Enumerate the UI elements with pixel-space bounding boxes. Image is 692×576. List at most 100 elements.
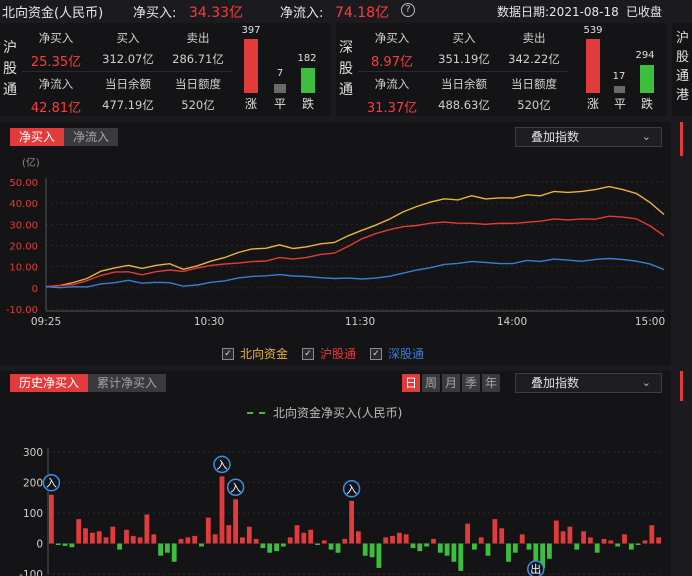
marker-label: 入 bbox=[230, 481, 241, 494]
sz-sell: 卖出 342.22亿 bbox=[508, 31, 560, 66]
bar bbox=[656, 537, 661, 544]
sz-connect-panel: 深 股 通 净买入 8.97亿 买入 351.19亿 卖出 342.22亿 净流… bbox=[336, 23, 666, 116]
bar bbox=[192, 535, 198, 544]
period-quarter[interactable]: 季 bbox=[462, 374, 480, 392]
checkbox-icon[interactable]: ✓ bbox=[302, 347, 315, 360]
tab-cumulative-net-buy[interactable]: 累计净买入 bbox=[88, 374, 167, 392]
bar bbox=[281, 543, 286, 547]
tab-net-inflow[interactable]: 净流入 bbox=[64, 128, 119, 146]
bar bbox=[376, 543, 382, 568]
bar bbox=[246, 526, 252, 544]
bar bbox=[158, 543, 163, 556]
bar bbox=[110, 526, 116, 544]
bar bbox=[397, 532, 402, 544]
bar bbox=[212, 534, 218, 544]
marker-label: 出 bbox=[530, 562, 541, 576]
bar bbox=[424, 543, 429, 547]
bar bbox=[628, 543, 634, 550]
sh-buy: 买入 312.07亿 bbox=[102, 31, 154, 66]
history-tabs: 历史净买入 累计净买入 bbox=[10, 374, 167, 392]
y-tick-label: 40.00 bbox=[9, 199, 38, 210]
history-overlay-index-select[interactable]: 叠加指数 ⌄ bbox=[515, 373, 662, 393]
sz-breadth: 539 17 294 涨 平 跌 bbox=[574, 23, 664, 116]
bar bbox=[83, 528, 88, 544]
tab-net-buy[interactable]: 净买入 bbox=[10, 128, 65, 146]
bar bbox=[417, 543, 423, 552]
sz-quota: 当日额度 520亿 bbox=[511, 77, 557, 112]
bar bbox=[383, 537, 389, 544]
y-tick-label: 20.00 bbox=[9, 242, 38, 253]
flat-count: 17 bbox=[612, 71, 626, 82]
bar bbox=[547, 543, 552, 559]
bar bbox=[76, 519, 82, 544]
sh-quota: 当日额度 520亿 bbox=[175, 77, 221, 112]
buy-signal-marker: 入 bbox=[213, 455, 231, 474]
y-tick-label: 0 bbox=[36, 539, 43, 551]
bar bbox=[458, 543, 464, 571]
sz-balance: 当日余额 488.63亿 bbox=[438, 77, 490, 112]
y-tick-label: 10.00 bbox=[9, 263, 38, 274]
bar bbox=[553, 520, 559, 544]
bar bbox=[55, 543, 61, 545]
bar bbox=[506, 543, 511, 562]
intraday-chart-panel: 净买入 净流入 叠加指数 ⌄ (亿) 50.00 40.00 30.00 20.00 10… bbox=[0, 122, 671, 365]
bar bbox=[253, 538, 259, 544]
marker-label: 入 bbox=[46, 477, 57, 490]
bar bbox=[519, 534, 525, 544]
bar bbox=[205, 517, 211, 544]
checkbox-icon[interactable]: ✓ bbox=[370, 347, 383, 360]
checkbox-icon[interactable]: ✓ bbox=[222, 347, 234, 360]
flat-label: 平 bbox=[273, 97, 286, 111]
buy-signal-marker: 入 bbox=[42, 473, 61, 492]
y-tick-label: 50.00 bbox=[9, 178, 38, 189]
net-buy-label: 净买入: bbox=[133, 6, 177, 21]
sh-net-inflow: 净流入 42.81亿 bbox=[30, 77, 82, 116]
bar bbox=[615, 543, 621, 547]
bar bbox=[526, 543, 532, 550]
up-label: 涨 bbox=[244, 97, 257, 111]
marker-circle bbox=[42, 473, 61, 492]
divider bbox=[22, 71, 232, 72]
bar bbox=[144, 514, 150, 544]
help-icon[interactable]: ? bbox=[401, 3, 415, 17]
marker-label: 入 bbox=[216, 458, 227, 471]
marker-circle bbox=[527, 560, 545, 576]
sz-connect-label: 深 股 通 bbox=[336, 23, 356, 116]
series-line bbox=[45, 257, 665, 289]
scroll-indicator[interactable] bbox=[680, 122, 683, 156]
sz-buy: 买入 351.19亿 bbox=[438, 31, 490, 66]
market-status: 已收盘 bbox=[626, 5, 663, 19]
scroll-indicator[interactable] bbox=[680, 371, 683, 401]
data-date: 数据日期:2021-08-18 bbox=[497, 5, 619, 19]
bar bbox=[308, 529, 314, 544]
bar bbox=[499, 528, 505, 544]
bar bbox=[492, 519, 498, 544]
net-inflow-value: 74.18亿 bbox=[335, 5, 390, 21]
bar bbox=[437, 543, 443, 553]
marker-circle bbox=[213, 455, 231, 474]
y-tick-label: 200 bbox=[23, 478, 43, 490]
bar bbox=[444, 543, 450, 556]
period-week[interactable]: 周 bbox=[422, 374, 440, 392]
legend-sh[interactable]: ✓ 沪股通 bbox=[302, 345, 356, 362]
sh-sell: 卖出 286.71亿 bbox=[172, 31, 224, 66]
sh-breadth: 397 7 182 涨 平 跌 bbox=[236, 23, 326, 116]
bar bbox=[96, 531, 102, 544]
bar bbox=[301, 532, 307, 544]
hk-connect-panel: 沪 股 通 港 bbox=[672, 23, 692, 116]
bar bbox=[328, 543, 334, 550]
period-year[interactable]: 年 bbox=[482, 374, 500, 392]
bar bbox=[533, 543, 539, 571]
period-day[interactable]: 日 bbox=[402, 374, 420, 392]
legend-sz[interactable]: ✓ 深股通 bbox=[370, 345, 424, 362]
legend-dash-icon bbox=[247, 411, 265, 414]
tab-history-net-buy[interactable]: 历史净买入 bbox=[10, 374, 89, 392]
legend-northbound[interactable]: ✓ 北向资金 bbox=[222, 345, 288, 362]
x-tick-label: 11:30 bbox=[345, 316, 375, 328]
y-tick-label: 100 bbox=[23, 508, 43, 520]
bar bbox=[117, 543, 122, 550]
period-month[interactable]: 月 bbox=[442, 374, 460, 392]
bar bbox=[90, 532, 95, 544]
overlay-index-select[interactable]: 叠加指数 ⌄ bbox=[515, 127, 662, 147]
intraday-tabs: 净买入 净流入 bbox=[10, 128, 119, 146]
